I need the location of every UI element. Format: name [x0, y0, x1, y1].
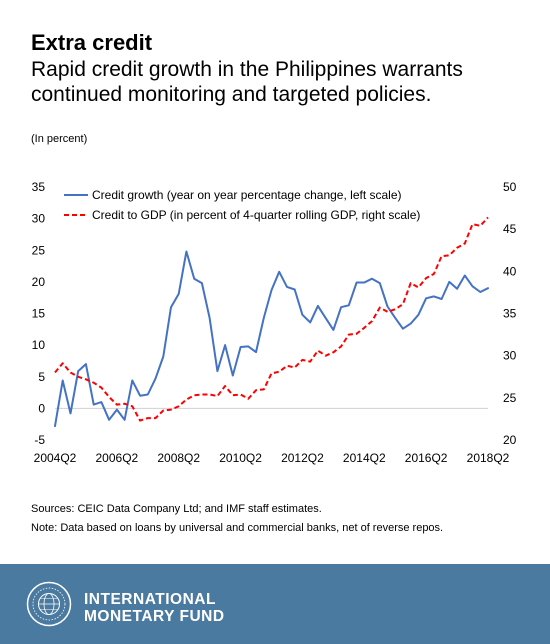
chart-series [54, 216, 489, 428]
x-axis-tick-label: 2018Q2 [467, 451, 510, 465]
imf-footer: INTERNATIONAL MONETARY FUND [0, 564, 550, 644]
x-axis-tick-label: 2014Q2 [343, 451, 386, 465]
sources-note: Sources: CEIC Data Company Ltd; and IMF … [31, 503, 322, 515]
right-axis-tick-label: 30 [503, 349, 517, 363]
legend-entry-label: Credit to GDP (in percent of 4-quarter r… [92, 208, 420, 222]
x-axis-tick-label: 2010Q2 [219, 451, 262, 465]
data-note: Note: Data based on loans by universal a… [31, 522, 444, 534]
x-axis-tick-label: 2016Q2 [405, 451, 448, 465]
credit-growth-series-line [54, 250, 489, 428]
right-axis-tick-label: 50 [503, 180, 517, 194]
unit-note: (In percent) [31, 133, 88, 145]
left-axis-tick-label: 15 [32, 307, 46, 321]
chart-axes: -5 0 5 10 15 20 25 30 35 20 25 30 35 40 45 50 2004Q2 2006… [32, 180, 517, 465]
right-axis-tick-label: 45 [503, 222, 517, 236]
chart-subtitle: Rapid credit growth in the Philippines w… [31, 58, 463, 106]
left-axis-tick-label: 30 [32, 212, 46, 226]
left-axis-tick-label: 20 [32, 275, 46, 289]
credit-to-gdp-series-line [54, 216, 489, 422]
chart-title: Extra credit [31, 30, 153, 55]
right-axis-tick-label: 25 [503, 391, 517, 405]
line-chart: -5 0 5 10 15 20 25 30 35 20 25 30 35 40 45 50 2004Q2 2006… [32, 180, 517, 465]
left-axis-tick-label: 0 [38, 401, 45, 415]
chart-notes: Sources: CEIC Data Company Ltd; and IMF … [31, 500, 443, 538]
left-axis-tick-label: 10 [32, 338, 46, 352]
x-axis-tick-label: 2004Q2 [34, 451, 77, 465]
right-axis-tick-label: 20 [503, 433, 517, 447]
imf-seal-icon [26, 581, 72, 627]
left-axis-tick-label: -5 [34, 433, 45, 447]
x-axis-tick-label: 2006Q2 [96, 451, 139, 465]
imf-wordmark: INTERNATIONAL MONETARY FUND [84, 591, 225, 625]
x-axis-tick-label: 2012Q2 [281, 451, 324, 465]
imf-wordmark-line2: MONETARY FUND [84, 608, 225, 625]
left-axis-tick-label: 5 [38, 370, 45, 384]
left-axis-tick-label: 25 [32, 243, 46, 257]
legend-entry-label: Credit growth (year on year percentage c… [92, 188, 402, 202]
imf-wordmark-line1: INTERNATIONAL [84, 591, 216, 608]
right-axis-tick-label: 40 [503, 264, 517, 278]
left-axis-tick-label: 35 [32, 180, 46, 194]
chart-legend: Credit growth (year on year percentage c… [64, 188, 420, 222]
right-axis-tick-label: 35 [503, 307, 517, 321]
x-axis-tick-label: 2008Q2 [157, 451, 200, 465]
